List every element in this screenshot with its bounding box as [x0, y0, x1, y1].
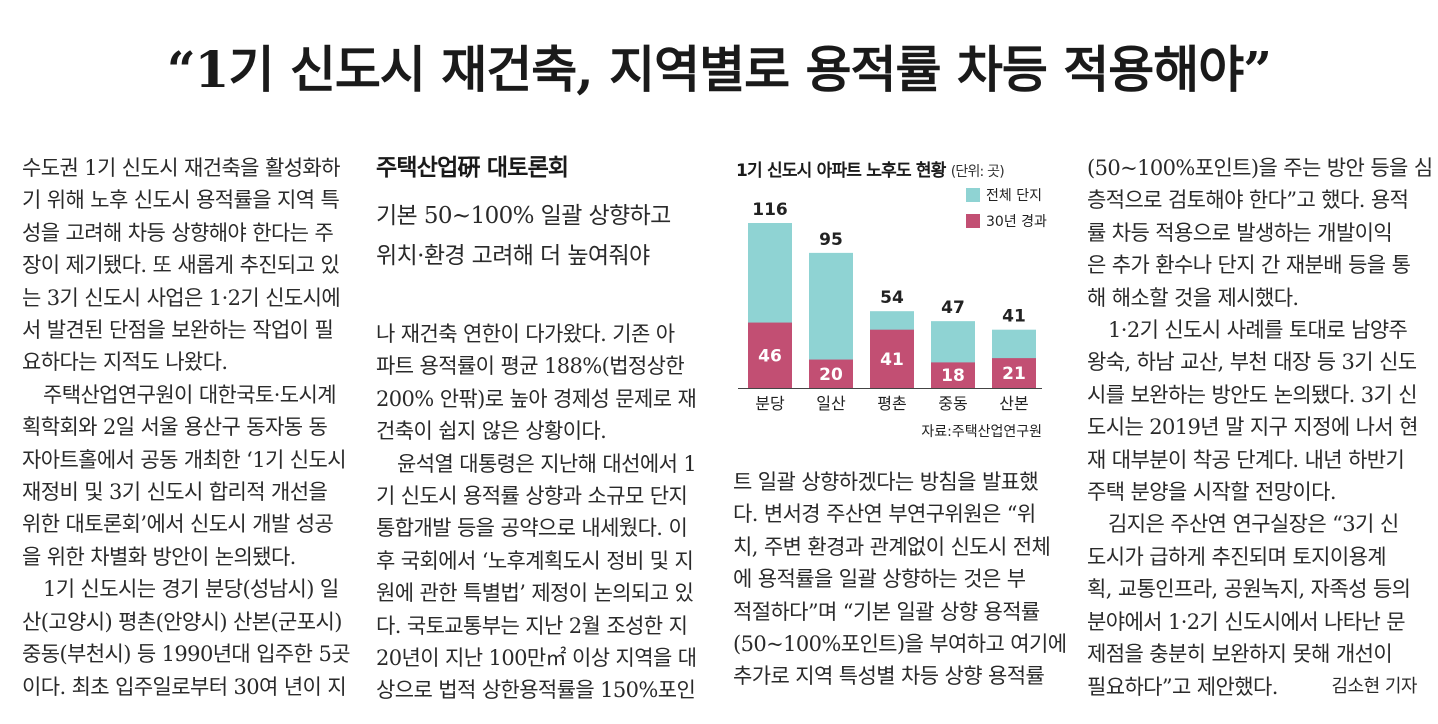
- bar-aged: [992, 358, 1036, 388]
- article-line: 을 위한 차별화 방안이 논의됐다.: [22, 544, 296, 569]
- article-line: 위한 대토론회’에서 신도시 개발 성공: [22, 512, 334, 537]
- article-line: 20년이 지난 100만㎡ 이상 지역을 대: [376, 646, 697, 671]
- article-line: 원에 관한 특별법’ 제정이 논의되고 있: [376, 581, 694, 606]
- legend-swatch: [966, 188, 980, 202]
- article-line: 건축이 쉽지 않은 상황이다.: [376, 419, 607, 444]
- category-label: 일산: [816, 394, 846, 413]
- article-line: 주택산업연구원이 대한국토·도시계: [43, 382, 337, 407]
- article-line: 에 용적률을 일괄 상향하는 것은 부: [733, 567, 1026, 592]
- headline: “1기 신도시 재건축, 지역별로 용적률 차등 적용해야”: [166, 40, 1272, 99]
- article-line: 기 신도시 용적률 상향과 소규모 단지: [376, 484, 688, 509]
- article-line: 수도권 1기 신도시 재건축을 활성화하: [22, 156, 340, 180]
- article-line: 해 해소할 것을 제시했다.: [1087, 285, 1299, 310]
- article-line: 200% 안팎)로 높아 경제성 문제로 재: [376, 386, 697, 411]
- article-line: 기 위해 노후 신도시 용적률을 지역 특: [22, 188, 340, 213]
- article-line: 도시가 급하게 추진되며 토지이용계: [1087, 544, 1387, 569]
- article-line: 요하다는 지적도 나왔다.: [22, 350, 228, 375]
- chart-source: 자료:주택산업연구원: [921, 424, 1042, 440]
- article-line: 재정비 및 3기 신도시 합리적 개선을: [22, 480, 328, 505]
- article-line: 중동(부천시) 등 1990년대 입주한 5곳: [22, 642, 351, 667]
- article-line: 상으로 법적 상한용적률을 150%포인: [376, 678, 696, 703]
- article-line: 나 재건축 연한이 다가왔다. 기존 아: [376, 322, 675, 346]
- data-label-aged: 20: [819, 365, 843, 385]
- article-line: 왕숙, 하남 교산, 부천 대장 등 3기 신도: [1087, 350, 1417, 375]
- sidebar-subhead-2: 위치·환경 고려해 더 높여줘야: [376, 243, 650, 269]
- article-line: 1기 신도시는 경기 분당(성남시) 일: [43, 577, 339, 602]
- legend-swatch: [966, 214, 980, 228]
- category-label: 평촌: [877, 394, 906, 413]
- article-line: 층적으로 검토해야 한다”고 했다. 용적: [1087, 188, 1409, 213]
- category-label: 산본: [999, 394, 1028, 413]
- chart-title: 1기 신도시 아파트 노후도 현황 (단위: 곳): [736, 161, 1005, 181]
- article-line: 파트 용적률이 평균 188%(법정상한: [376, 354, 685, 379]
- article-line: 획, 교통인프라, 공원녹지, 자족성 등의: [1087, 577, 1411, 602]
- byline: 김소현 기자: [1331, 675, 1417, 697]
- article-line: 자아트홀에서 공동 개최한 ‘1기 신도시: [22, 447, 347, 472]
- category-label: 중동: [938, 394, 967, 413]
- data-label-aged: 41: [880, 350, 904, 370]
- data-label-total: 95: [819, 230, 843, 250]
- bar-aged: [931, 362, 975, 388]
- article-line: 다. 변서경 주산연 부연구위원은 “위: [733, 502, 1036, 527]
- article-line: 도시는 2019년 말 지구 지정에 나서 현: [1087, 415, 1418, 440]
- sidebar-subhead-1: 기본 50~100% 일괄 상향하고: [376, 203, 671, 229]
- article-line: (50~100%포인트)을 부여하고 여기에: [733, 632, 1067, 657]
- article-line: 윤석열 대통령은 지난해 대선에서 1: [397, 451, 697, 476]
- article-line: (50~100%포인트)을 주는 방안 등을 심: [1087, 156, 1433, 180]
- article-line: 적절하다”며 “기본 일괄 상향 용적률: [733, 599, 1040, 624]
- article-line: 재 대부분이 착공 단계다. 내년 하반기: [1087, 447, 1405, 472]
- legend-label: 30년 경과: [986, 214, 1047, 230]
- article-line: 후 국회에서 ‘노후계획도시 정비 및 지: [376, 548, 694, 573]
- article-line: 주택 분양을 시작할 전망이다.: [1087, 480, 1337, 505]
- legend-label: 전체 단지: [986, 188, 1042, 204]
- data-label-total: 47: [941, 298, 965, 318]
- data-label-total: 41: [1002, 307, 1026, 327]
- article-line: 1·2기 신도시 사례를 토대로 남양주: [1108, 318, 1408, 343]
- data-label-aged: 46: [758, 346, 782, 366]
- article-line: 트 일괄 상향하겠다는 방침을 발표했: [733, 470, 1039, 494]
- article-line: 성을 고려해 차등 상향해야 한다는 주: [22, 220, 334, 245]
- article-line: 시를 보완하는 방안도 논의됐다. 3기 신: [1087, 382, 1418, 407]
- bar-aged: [809, 359, 853, 388]
- article-line: 치, 주변 환경과 관계없이 신도시 전체: [733, 534, 1051, 559]
- category-label: 분당: [755, 394, 785, 413]
- article-line: 장이 제기됐다. 또 새롭게 추진되고 있: [22, 253, 340, 278]
- chart-unit: (단위: 곳): [950, 164, 1005, 180]
- chart-plot: 116 46 분당 95 20 일산 54 41 평촌 47 18 중동 41 21 산본 전체 단지 30년 …: [738, 188, 1047, 440]
- article-line: 다. 국토교통부는 지난 2월 조성한 지: [376, 613, 688, 638]
- article-line: 는 3기 신도시 사업은 1·2기 신도시에: [22, 285, 341, 310]
- article-line: 통합개발 등을 공약으로 내세웠다. 이: [376, 516, 688, 541]
- article-line: 분야에서 1·2기 신도시에서 나타난 문: [1087, 609, 1406, 634]
- article-line: 산(고양시) 평촌(안양시) 산본(군포시): [22, 609, 342, 634]
- bar-aged: [748, 322, 792, 388]
- sidebar-box: 주택산업硏 대토론회 기본 50~100% 일괄 상향하고 위치·환경 고려해 …: [376, 148, 706, 276]
- data-label-total: 116: [752, 200, 788, 220]
- data-label-aged: 18: [941, 366, 965, 386]
- article-line: 필요하다”고 제안했다. 김소현 기자: [1087, 671, 1417, 703]
- data-label-aged: 21: [1002, 364, 1026, 384]
- bar-aged: [870, 329, 914, 388]
- data-label-total: 54: [880, 288, 904, 308]
- article-line: 률 차등 적용으로 발생하는 개발이익: [1087, 220, 1393, 245]
- aging-chart: 1기 신도시 아파트 노후도 현황 (단위: 곳) 116 46 분당 95 20 일산 5…: [736, 150, 1066, 450]
- article-line: 김지은 주산연 연구실장은 “3기 신: [1108, 512, 1399, 537]
- sidebar-kicker: 주택산업硏 대토론회: [376, 155, 569, 181]
- article-line: 서 발견된 단점을 보완하는 작업이 필: [22, 318, 334, 343]
- article-line: 제점을 충분히 보완하지 못해 개선이: [1087, 642, 1393, 667]
- article-line: 추가로 지역 특성별 차등 상향 용적률: [733, 664, 1045, 689]
- article-line: 이다. 최초 입주일로부터 30여 년이 지: [22, 674, 347, 699]
- article-line: 은 추가 환수나 단지 간 재분배 등을 통: [1087, 253, 1411, 278]
- article-line: 획학회와 2일 서울 용산구 동자동 동: [22, 415, 328, 440]
